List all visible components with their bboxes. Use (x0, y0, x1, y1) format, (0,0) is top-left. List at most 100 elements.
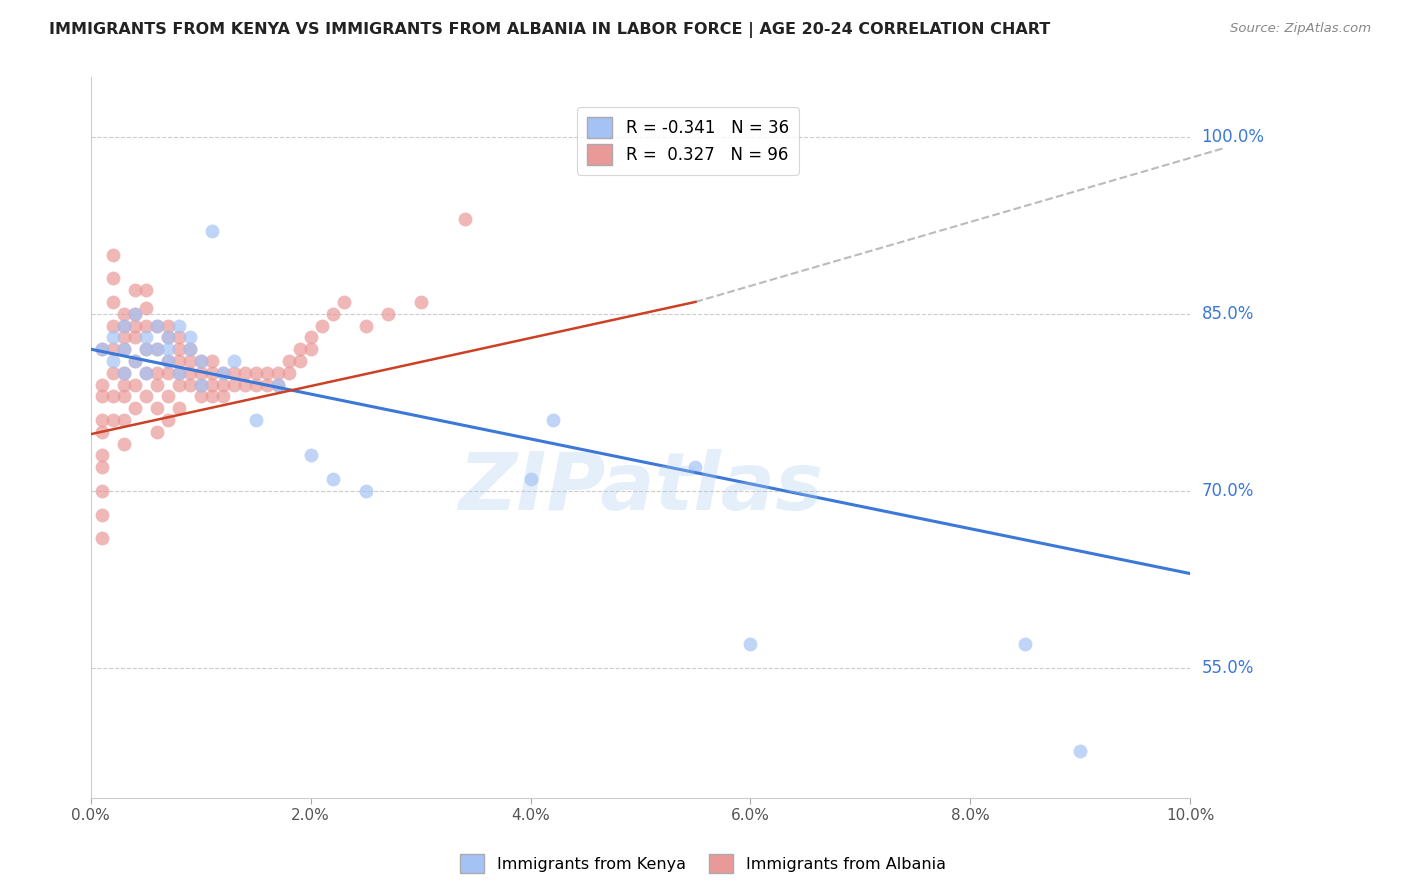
Point (124, 354, 146, 368)
Point (256, 377, 278, 392)
Point (135, 330, 157, 344)
Point (299, 449, 322, 463)
Point (112, 342, 135, 356)
Point (299, 342, 322, 356)
Point (90, 483, 112, 498)
Point (167, 401, 190, 416)
Point (112, 307, 135, 321)
Point (156, 342, 179, 356)
Point (101, 342, 124, 356)
Point (179, 342, 201, 356)
Point (101, 354, 124, 368)
Point (233, 377, 256, 392)
Point (167, 377, 190, 392)
Point (145, 318, 167, 333)
Point (409, 294, 432, 309)
Point (311, 318, 333, 333)
Point (112, 377, 135, 392)
Point (112, 413, 135, 427)
Point (156, 354, 179, 368)
Point (124, 354, 146, 368)
Point (112, 318, 135, 333)
Point (266, 366, 288, 380)
Text: 85.0%: 85.0% (1202, 305, 1254, 323)
Point (124, 330, 146, 344)
Point (135, 283, 157, 297)
Point (354, 318, 377, 333)
Point (685, 460, 707, 475)
Point (156, 330, 179, 344)
Text: 70.0%: 70.0% (1202, 482, 1254, 500)
Point (332, 294, 354, 309)
Point (101, 247, 124, 261)
Point (179, 330, 201, 344)
Legend: Immigrants from Kenya, Immigrants from Albania: Immigrants from Kenya, Immigrants from A… (453, 847, 953, 880)
Point (101, 413, 124, 427)
Point (135, 366, 157, 380)
Point (519, 472, 541, 486)
Point (179, 354, 201, 368)
Point (145, 425, 167, 439)
Point (90, 531, 112, 545)
Point (90, 425, 112, 439)
Point (101, 389, 124, 403)
Text: Source: ZipAtlas.com: Source: ZipAtlas.com (1230, 22, 1371, 36)
Point (211, 389, 233, 403)
Point (156, 413, 179, 427)
Text: 55.0%: 55.0% (1202, 659, 1254, 677)
Point (222, 354, 245, 368)
Point (245, 413, 267, 427)
Point (145, 342, 167, 356)
Point (112, 436, 135, 450)
Text: ZIPatlas: ZIPatlas (458, 450, 823, 527)
Point (200, 389, 222, 403)
Point (288, 342, 311, 356)
Point (135, 342, 157, 356)
Point (266, 377, 288, 392)
Point (156, 318, 179, 333)
Point (453, 212, 475, 227)
Point (112, 366, 135, 380)
Point (211, 377, 233, 392)
Point (354, 483, 377, 498)
Text: 100.0%: 100.0% (1202, 128, 1264, 145)
Point (145, 342, 167, 356)
Point (156, 366, 179, 380)
Point (112, 342, 135, 356)
Point (179, 366, 201, 380)
Point (377, 307, 399, 321)
Point (245, 377, 267, 392)
Point (112, 330, 135, 344)
Point (222, 377, 245, 392)
Point (277, 366, 299, 380)
Point (101, 330, 124, 344)
Point (101, 271, 124, 285)
Point (190, 389, 212, 403)
Point (167, 342, 190, 356)
Point (90, 342, 112, 356)
Point (190, 366, 212, 380)
Point (179, 377, 201, 392)
Point (112, 389, 135, 403)
Point (1069, 744, 1091, 758)
Point (288, 354, 311, 368)
Point (190, 354, 212, 368)
Point (167, 318, 190, 333)
Point (299, 330, 322, 344)
Point (322, 307, 344, 321)
Point (90, 342, 112, 356)
Point (124, 401, 146, 416)
Point (101, 318, 124, 333)
Point (145, 401, 167, 416)
Point (145, 366, 167, 380)
Point (112, 366, 135, 380)
Point (156, 389, 179, 403)
Point (90, 449, 112, 463)
Point (277, 354, 299, 368)
Point (167, 330, 190, 344)
Point (245, 366, 267, 380)
Point (266, 377, 288, 392)
Point (145, 318, 167, 333)
Point (200, 377, 222, 392)
Point (124, 318, 146, 333)
